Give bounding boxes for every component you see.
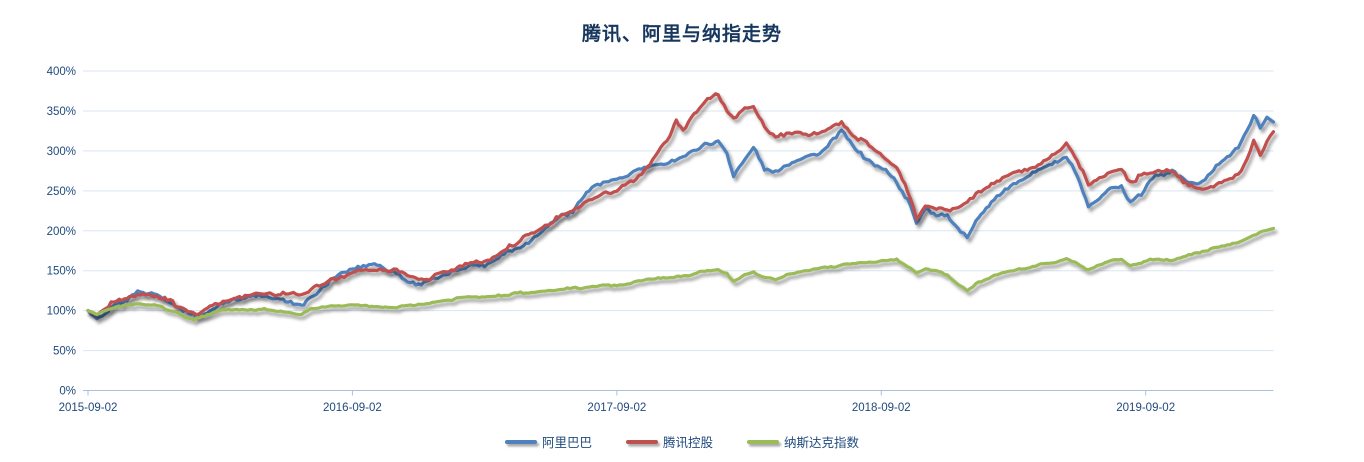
- series-line-0: [86, 113, 1276, 321]
- legend-label: 纳斯达克指数: [784, 436, 860, 450]
- y-axis-tick-label: 150%: [47, 266, 76, 278]
- legend: 阿里巴巴 腾讯控股 纳斯达克指数: [0, 432, 1364, 451]
- x-axis-tick-label: 2019-09-02: [1116, 402, 1175, 414]
- legend-item[interactable]: 腾讯控股: [625, 432, 713, 451]
- legend-item[interactable]: 阿里巴巴: [504, 432, 592, 451]
- axes: 0% 50% 100% 150% 200% 250% 300% 350% 400% 2015-09…: [47, 66, 1176, 414]
- x-axis-tick-label: 2016-09-02: [323, 402, 382, 414]
- gridlines: [83, 70, 1274, 391]
- x-axis-tick-label: 2015-09-02: [59, 402, 118, 414]
- legend-label: 阿里巴巴: [541, 436, 592, 450]
- y-axis-tick-label: 0%: [59, 386, 76, 398]
- y-axis-tick-label: 300%: [47, 146, 76, 158]
- x-axis-tick-label: 2018-09-02: [852, 402, 911, 414]
- series-line-2: [86, 226, 1276, 322]
- legend-line-marker: [747, 439, 779, 444]
- y-axis-tick-label: 350%: [47, 106, 76, 118]
- series-line-1: [86, 92, 1276, 317]
- y-axis-tick-label: 200%: [47, 226, 76, 238]
- legend-line-marker: [625, 439, 658, 444]
- series-lines: [86, 92, 1276, 322]
- y-axis-tick-label: 50%: [53, 346, 76, 358]
- y-axis-tick-label: 100%: [47, 306, 76, 318]
- legend-line-marker: [504, 439, 537, 444]
- legend-item[interactable]: 纳斯达克指数: [747, 432, 859, 451]
- chart-title: 腾讯、阿里与纳指走势: [581, 24, 782, 45]
- y-axis-tick-label: 250%: [47, 186, 76, 198]
- y-axis-tick-label: 400%: [47, 66, 76, 78]
- legend-label: 腾讯控股: [662, 436, 713, 450]
- x-axis-tick-label: 2017-09-02: [587, 402, 646, 414]
